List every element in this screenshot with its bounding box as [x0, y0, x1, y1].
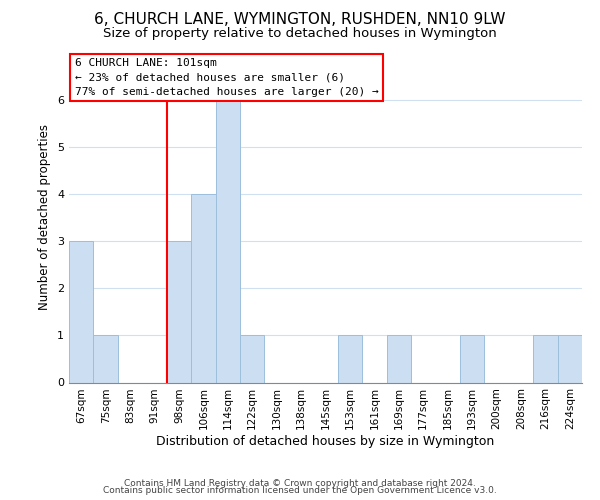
- Bar: [69, 241, 94, 382]
- Bar: [386, 336, 411, 382]
- X-axis label: Distribution of detached houses by size in Wymington: Distribution of detached houses by size …: [157, 435, 494, 448]
- Bar: [460, 336, 484, 382]
- Text: Contains HM Land Registry data © Crown copyright and database right 2024.: Contains HM Land Registry data © Crown c…: [124, 478, 476, 488]
- Bar: [533, 336, 557, 382]
- Bar: [167, 241, 191, 382]
- Text: Contains public sector information licensed under the Open Government Licence v3: Contains public sector information licen…: [103, 486, 497, 495]
- Text: Size of property relative to detached houses in Wymington: Size of property relative to detached ho…: [103, 28, 497, 40]
- Text: 6, CHURCH LANE, WYMINGTON, RUSHDEN, NN10 9LW: 6, CHURCH LANE, WYMINGTON, RUSHDEN, NN10…: [94, 12, 506, 28]
- Bar: [215, 100, 240, 383]
- Bar: [240, 336, 265, 382]
- Bar: [557, 336, 582, 382]
- Text: 6 CHURCH LANE: 101sqm
← 23% of detached houses are smaller (6)
77% of semi-detac: 6 CHURCH LANE: 101sqm ← 23% of detached …: [74, 58, 379, 97]
- Bar: [191, 194, 215, 382]
- Bar: [338, 336, 362, 382]
- Bar: [94, 336, 118, 382]
- Y-axis label: Number of detached properties: Number of detached properties: [38, 124, 52, 310]
